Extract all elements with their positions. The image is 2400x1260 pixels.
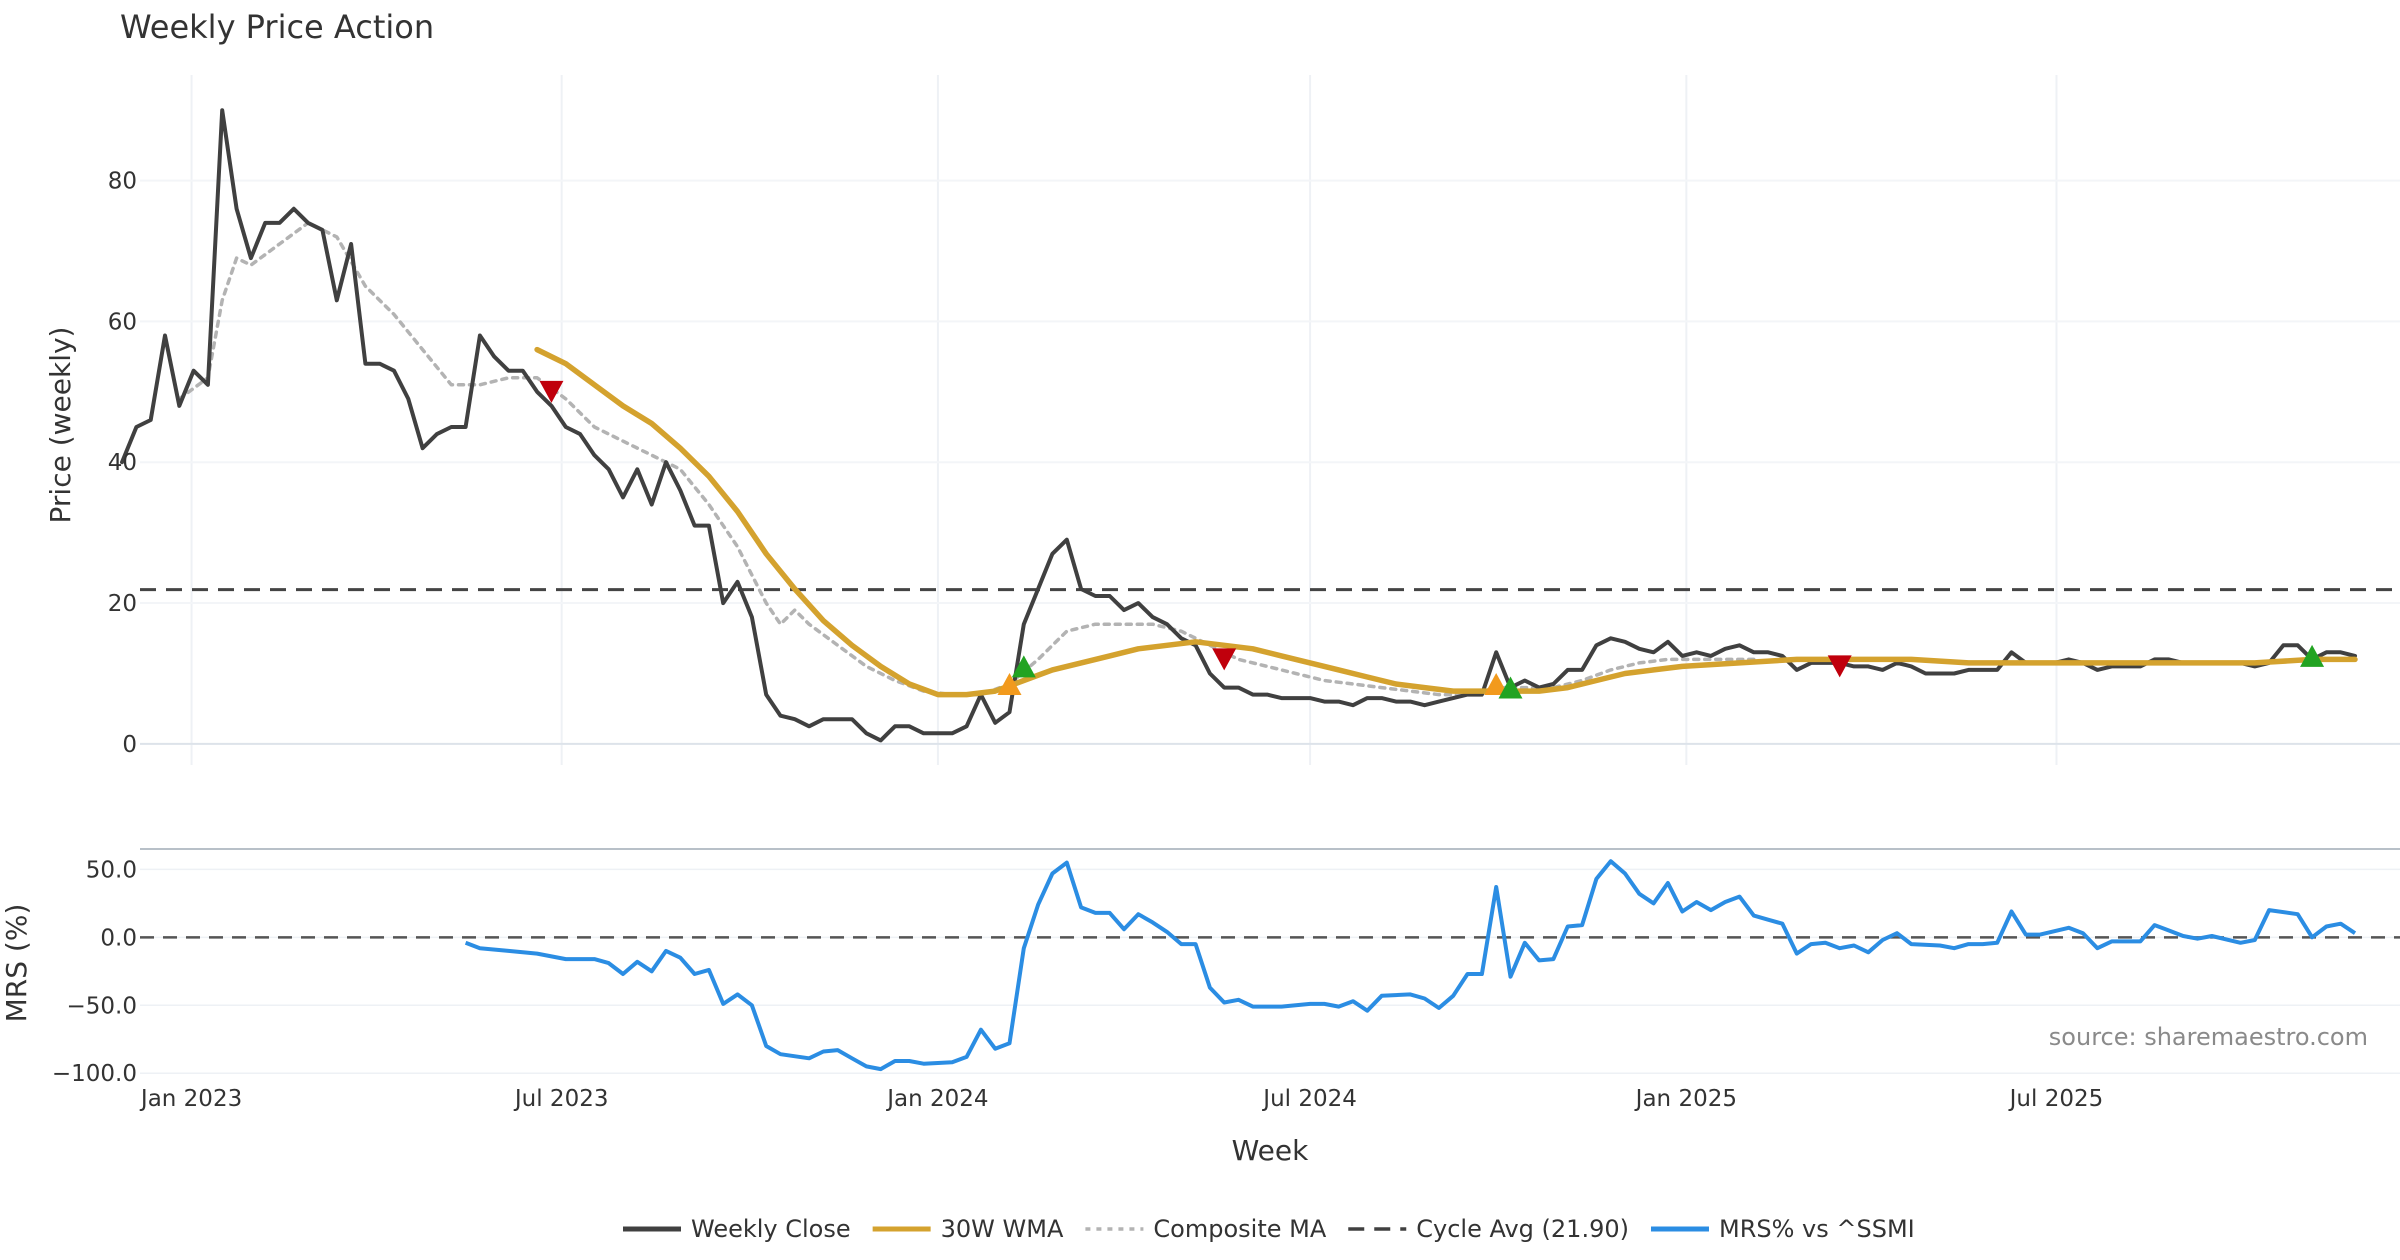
mrs-line (464, 859, 2357, 1072)
mrs-y-tick-label: −50.0 (67, 993, 137, 1019)
price-y-axis-label: Price (weekly) (44, 327, 77, 524)
legend-label: MRS% vs ^SSMI (1719, 1215, 1915, 1243)
sell-signal-marker (1827, 655, 1852, 678)
price-y-tick-label: 60 (108, 309, 137, 335)
composite-ma-line (177, 221, 1756, 697)
x-axis-ticks: Jan 2023 Jul 2023 Jan 2024 Jul 2024 Jan 2025… (139, 1086, 2103, 1112)
price-y-tick-label: 0 (122, 732, 137, 758)
wma-30w-line (534, 346, 2358, 698)
x-tick-label: Jan 2024 (885, 1086, 988, 1112)
mrs-series (464, 859, 2357, 1072)
legend-label: Weekly Close (691, 1215, 851, 1243)
source-note: source: sharemaestro.com (2049, 1023, 2368, 1051)
buy-signal-marker (1011, 655, 1036, 678)
mrs-y-tick-label: −100.0 (52, 1061, 137, 1087)
x-tick-label: Jan 2023 (139, 1086, 242, 1112)
buy-signal-marker (2300, 644, 2325, 667)
price-y-tick-label: 20 (108, 591, 137, 617)
price-y-ticks: 0 20 40 60 80 (108, 169, 137, 758)
buy-signal-marker (997, 673, 1022, 696)
price-y-tick-label: 80 (108, 169, 137, 195)
legend: Weekly Close 30W WMA Composite MA Cycle Avg… (623, 1215, 1915, 1243)
x-tick-label: Jan 2025 (1634, 1086, 1737, 1112)
legend-label: Cycle Avg (21.90) (1416, 1215, 1629, 1243)
mrs-y-tick-label: 0.0 (100, 925, 137, 951)
price-grid (140, 75, 2400, 765)
legend-label: Composite MA (1153, 1215, 1326, 1243)
signal-markers (539, 380, 2325, 699)
mrs-y-tick-label: 50.0 (86, 857, 137, 883)
buy-signal-marker (1498, 676, 1523, 699)
x-axis-label: Week (1232, 1134, 1309, 1167)
legend-label: 30W WMA (941, 1215, 1064, 1243)
price-series (120, 108, 2358, 743)
buy-signal-marker (1484, 673, 1509, 696)
mrs-y-axis-label: MRS (%) (0, 904, 33, 1023)
x-tick-label: Jul 2023 (513, 1086, 609, 1112)
sell-signal-marker (1212, 648, 1237, 671)
weekly-close-line (120, 108, 2357, 743)
mrs-y-ticks: −100.0 −50.0 0.0 50.0 (52, 857, 137, 1087)
sell-signal-marker (539, 380, 564, 403)
x-tick-label: Jul 2024 (1261, 1086, 1357, 1112)
x-tick-label: Jul 2025 (2008, 1086, 2104, 1112)
price-y-tick-label: 40 (108, 450, 137, 476)
chart-title: Weekly Price Action (120, 8, 434, 46)
